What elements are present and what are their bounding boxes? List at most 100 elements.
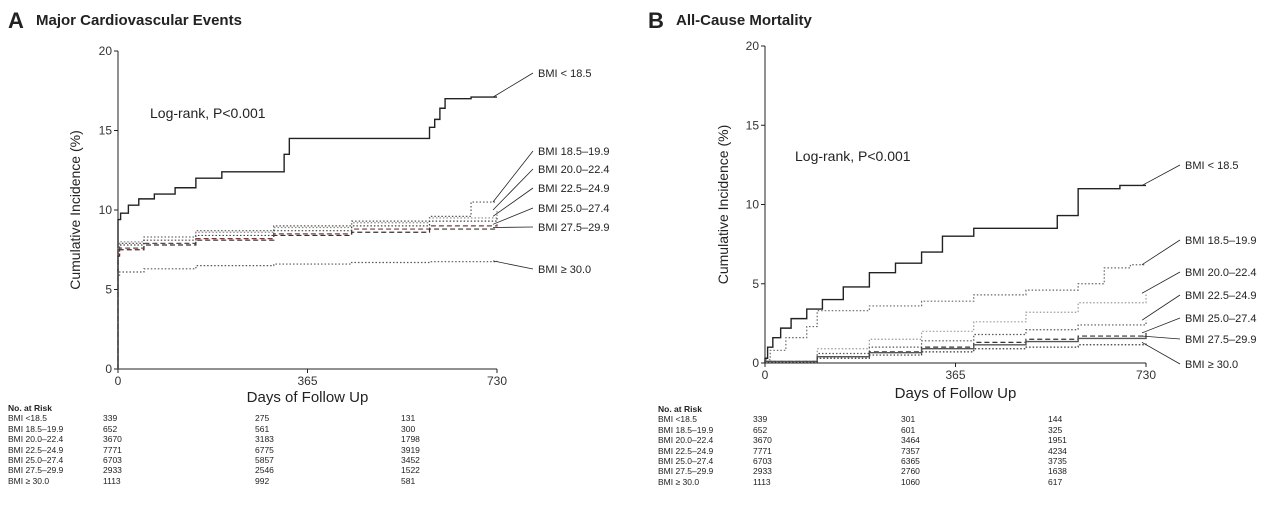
risk-table-row: BMI 18.5–19.9 652 601 325	[658, 425, 1138, 435]
risk-cell: 6703	[753, 455, 772, 466]
series-leader-line	[1141, 294, 1181, 321]
series-leader-line	[492, 168, 534, 211]
risk-table-row: BMI 25.0–27.4 6703 6365 3735	[658, 456, 1138, 466]
risk-cell: 325	[1048, 424, 1063, 435]
risk-cell: 617	[1048, 476, 1063, 487]
risk-row-label: BMI 27.5–29.9	[658, 466, 714, 477]
series-label-bmi-25-0-27-4: BMI 25.0–27.4	[1185, 313, 1257, 325]
risk-table-row: BMI <18.5 339 301 144	[658, 414, 1138, 424]
risk-cell: 5857	[255, 454, 274, 465]
x-tick-label: 0	[762, 368, 769, 382]
risk-table-header: No. at Risk	[8, 403, 52, 413]
panel-letter: A	[8, 8, 24, 33]
panel-major-cardiovascular-events: A Major Cardiovascular Events 0 5 10 15 20 0 3…	[0, 0, 630, 521]
series-leader-line	[492, 150, 534, 203]
risk-table-row: BMI ≥ 30.0 1113 1060 617	[658, 477, 1138, 487]
risk-row-label: BMI ≥ 30.0	[8, 475, 50, 486]
risk-row-label: BMI 25.0–27.4	[658, 455, 714, 466]
risk-table-b: No. at Risk BMI <18.5 339 301 144 BMI 18.5–1…	[658, 404, 1138, 487]
series-line-bmi-30-0	[764, 342, 1147, 363]
x-tick-label: 730	[1136, 368, 1156, 382]
risk-cell: 1798	[401, 434, 420, 445]
risk-cell: 2933	[103, 465, 122, 476]
risk-table-row: BMI 18.5–19.9 652 561 300	[8, 424, 488, 434]
risk-cell: 652	[103, 423, 118, 434]
series-label-bmi-18-5: BMI < 18.5	[1185, 160, 1239, 172]
x-tick-label: 0	[115, 374, 122, 388]
series-leader-line	[1141, 342, 1181, 365]
risk-cell: 652	[753, 424, 768, 435]
risk-cell: 3670	[753, 435, 772, 446]
series-label-bmi-20-0-22-4: BMI 20.0–22.4	[1185, 267, 1257, 279]
series-leader-line	[1141, 164, 1181, 186]
series-line-bmi-18-5-19-9	[117, 201, 497, 369]
series-label-bmi-27-5-29-9: BMI 27.5–29.9	[538, 222, 610, 234]
series-line-bmi-27-5-29-9	[764, 336, 1147, 363]
panel-letter: B	[648, 8, 664, 33]
risk-cell: 992	[255, 475, 270, 486]
y-tick-label: 15	[746, 118, 760, 132]
series-line-bmi-22-5-24-9	[117, 216, 498, 369]
risk-cell: 6703	[103, 454, 122, 465]
risk-cell: 2546	[255, 465, 274, 476]
risk-cell: 144	[1048, 414, 1063, 425]
series-label-bmi-22-5-24-9: BMI 22.5–24.9	[1185, 290, 1257, 302]
risk-cell: 1522	[401, 465, 420, 476]
risk-row-label: BMI 25.0–27.4	[8, 454, 64, 465]
series-label-bmi-22-5-24-9: BMI 22.5–24.9	[538, 183, 610, 195]
risk-cell: 275	[255, 413, 270, 424]
y-tick-label: 15	[99, 124, 113, 138]
series-line-bmi-18-5-19-9	[764, 264, 1146, 363]
risk-cell: 601	[901, 424, 916, 435]
series-line-bmi-25-0-27-4	[764, 332, 1147, 363]
risk-cell: 6775	[255, 444, 274, 455]
km-chart-b: 0 5 10 15 20 0 365 730 Days of Follow Up Cumulati…	[715, 39, 1257, 402]
y-tick-label: 20	[746, 39, 760, 53]
risk-table-row: BMI 22.5–24.9 7771 6775 3919	[8, 445, 488, 455]
risk-cell: 301	[901, 414, 916, 425]
x-tick-label: 365	[945, 368, 965, 382]
risk-cell: 561	[255, 423, 270, 434]
risk-cell: 1113	[753, 476, 771, 487]
y-tick-label: 5	[105, 283, 112, 297]
risk-cell: 3919	[401, 444, 420, 455]
series-leader-line	[1141, 335, 1181, 340]
y-tick-label: 5	[752, 277, 759, 291]
panel-all-cause-mortality: B All-Cause Mortality 0 5 10 15 20 0 365 730 Day…	[640, 0, 1267, 521]
series-label-bmi-18-5-19-9: BMI 18.5–19.9	[538, 146, 610, 158]
risk-table-row: BMI ≥ 30.0 1113 992 581	[8, 476, 488, 486]
y-axis-label: Cumulative Incidence (%)	[715, 125, 731, 285]
risk-row-label: BMI 20.0–22.4	[8, 434, 64, 445]
risk-cell: 2760	[901, 466, 920, 477]
series-label-bmi-30-0: BMI ≥ 30.0	[538, 264, 591, 276]
risk-row-label: BMI <18.5	[658, 414, 697, 425]
series-label-bmi-25-0-27-4: BMI 25.0–27.4	[538, 203, 610, 215]
risk-cell: 6365	[901, 455, 920, 466]
risk-cell: 3670	[103, 434, 122, 445]
risk-cell: 3464	[901, 435, 920, 446]
x-tick-label: 730	[487, 374, 507, 388]
risk-row-label: BMI ≥ 30.0	[658, 476, 700, 487]
y-tick-label: 20	[99, 44, 113, 58]
series-leader-line	[492, 207, 534, 225]
y-axis-label: Cumulative Incidence (%)	[67, 130, 83, 290]
series-leader-line	[492, 187, 534, 217]
x-tick-label: 365	[297, 374, 317, 388]
risk-table-a: No. at Risk BMI <18.5 339 275 131 BMI 18.5–1…	[8, 403, 488, 486]
series-leader-line	[1141, 271, 1181, 294]
risk-row-label: BMI 20.0–22.4	[658, 435, 714, 446]
series-line-bmi-30-0	[117, 260, 498, 369]
risk-cell: 1951	[1048, 435, 1067, 446]
series-label-bmi-27-5-29-9: BMI 27.5–29.9	[1185, 334, 1257, 346]
risk-cell: 1638	[1048, 466, 1067, 477]
risk-table-row: BMI 27.5–29.9 2933 2546 1522	[8, 465, 488, 475]
series-label-bmi-30-0: BMI ≥ 30.0	[1185, 359, 1238, 371]
risk-cell: 581	[401, 475, 416, 486]
risk-row-label: BMI 27.5–29.9	[8, 465, 64, 476]
risk-cell: 4234	[1048, 445, 1067, 456]
risk-row-label: BMI 18.5–19.9	[658, 424, 714, 435]
series-line-bmi-25-0-27-4	[117, 224, 498, 369]
risk-row-label: BMI <18.5	[8, 413, 47, 424]
risk-cell: 1113	[103, 475, 121, 486]
risk-table-header: No. at Risk	[658, 404, 702, 414]
